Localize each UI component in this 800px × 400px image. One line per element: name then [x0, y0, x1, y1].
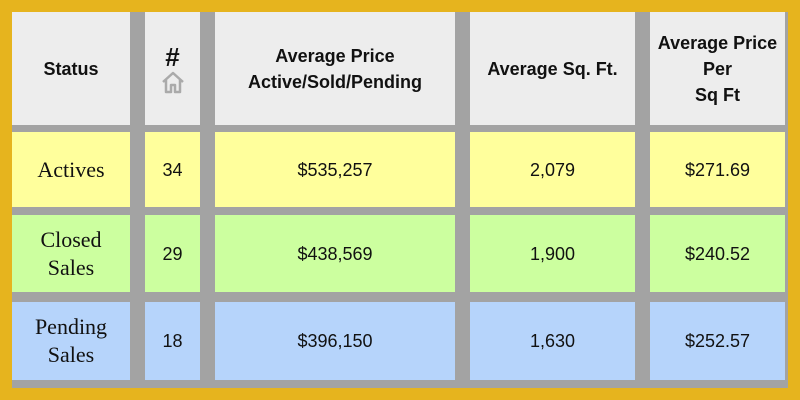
- value-cell: $271.69: [650, 132, 785, 207]
- status-cell: Actives: [12, 132, 130, 207]
- header-text: Average Price: [275, 45, 395, 66]
- header-text: Average Sq. Ft.: [487, 58, 618, 79]
- status-cell: Pending Sales: [12, 302, 130, 380]
- status-text: Sales: [47, 342, 95, 367]
- cell-text: $240.52: [684, 243, 751, 264]
- cell-text: $438,569: [297, 243, 373, 264]
- cell-text: $271.69: [684, 159, 751, 180]
- data-table: Status # Average Price Active/Sold/Pending A…: [12, 12, 788, 388]
- status-text: Closed: [40, 226, 102, 252]
- value-cell: 18: [145, 302, 200, 380]
- value-cell: $438,569: [215, 215, 455, 292]
- cell-text: $396,150: [297, 331, 373, 351]
- header-text: Average Price: [657, 32, 778, 53]
- header-text: Status: [43, 58, 99, 79]
- header-text: #: [165, 41, 180, 72]
- value-cell: $240.52: [650, 215, 785, 292]
- value-cell: 1,900: [470, 215, 635, 292]
- cell-text: $252.57: [684, 331, 751, 351]
- value-cell: 2,079: [470, 132, 635, 207]
- home-icon: [161, 71, 184, 93]
- value-cell: $535,257: [215, 132, 455, 207]
- cell-text: 34: [162, 159, 183, 180]
- header-text: Active/Sold/Pending: [247, 71, 423, 92]
- value-cell: 34: [145, 132, 200, 207]
- status-text: Pending: [34, 314, 108, 339]
- cell-text: 1,630: [529, 331, 576, 351]
- header-cell: Average Sq. Ft.: [470, 12, 635, 125]
- status-text: Actives: [37, 156, 105, 182]
- value-cell: $396,150: [215, 302, 455, 380]
- cell-text: 1,900: [529, 243, 576, 264]
- cell-text: 29: [162, 243, 183, 264]
- header-cell: Average Price Active/Sold/Pending: [215, 12, 455, 125]
- value-cell: 1,630: [470, 302, 635, 380]
- value-cell: 29: [145, 215, 200, 292]
- status-cell: Closed Sales: [12, 215, 130, 292]
- header-cell: Status: [12, 12, 130, 125]
- value-cell: $252.57: [650, 302, 785, 380]
- status-text: Sales: [47, 254, 95, 280]
- header-text: Sq Ft: [695, 84, 740, 105]
- cell-text: $535,257: [297, 159, 373, 180]
- header-cell: Average Price Per Sq Ft: [650, 12, 785, 125]
- cell-text: 2,079: [529, 159, 576, 180]
- header-text: Per: [702, 58, 733, 79]
- header-cell: #: [145, 12, 200, 125]
- cell-text: 18: [162, 331, 183, 351]
